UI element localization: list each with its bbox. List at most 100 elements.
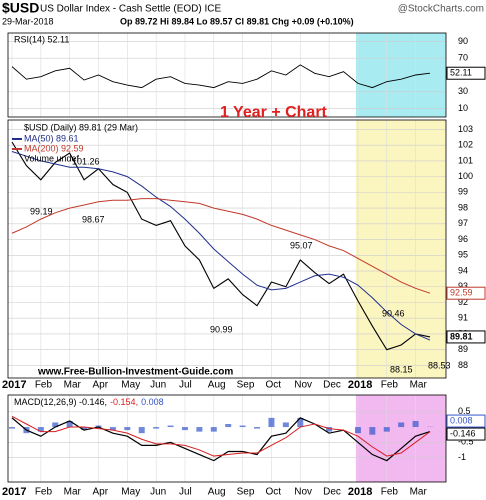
histogram-bar (282, 422, 289, 428)
y-tick-label: 103 (458, 124, 473, 134)
histogram-bar (254, 427, 261, 429)
x-tick-label: 2017 (2, 486, 26, 498)
source: @StockCharts.com (398, 4, 484, 15)
value-tag-label: 92.59 (450, 288, 473, 298)
legend-label: MA(50) 89.61 (24, 133, 79, 143)
histogram-bar (95, 425, 102, 428)
x-tick-label: May (121, 380, 140, 391)
x-tick-label: 2018 (348, 379, 372, 391)
value-tag (446, 286, 486, 300)
histogram-bar (81, 427, 88, 431)
price-legend: $USD (Daily) 89.81 (29 Mar) (24, 122, 138, 132)
watermark: www.Free-Bullion-Investment-Guide.com (37, 367, 233, 378)
note: 1 Year + Chart (220, 104, 328, 121)
y-tick-label: 93 (458, 281, 468, 291)
x-tick-label: 2018 (348, 486, 372, 498)
x-tick-label: Mar (64, 380, 82, 391)
histogram-bar (297, 417, 304, 428)
x-tick-label: Nov (294, 487, 312, 498)
histogram-bar (354, 427, 361, 434)
histogram-bar (124, 427, 131, 431)
value-tag-label: 52.11 (450, 68, 472, 78)
histogram-bar (109, 427, 116, 431)
y-tick-label: 90 (458, 36, 468, 46)
histogram-bar (167, 425, 174, 428)
macd-legend-part: MACD(12,26,9) -0.146, (14, 397, 107, 407)
x-tick-label: Apr (92, 380, 108, 391)
series-line (11, 64, 431, 89)
y-tick-label: 91 (458, 313, 468, 323)
x-tick-label: Feb (35, 380, 53, 391)
annotation: 101.26 (72, 156, 100, 166)
panel-frame (7, 119, 447, 379)
x-tick-label: Nov (294, 380, 312, 391)
x-tick-label: Aug (208, 380, 226, 391)
histogram-bar (196, 427, 203, 432)
x-tick-label: 2017 (2, 379, 26, 391)
value-tag (446, 330, 486, 344)
rsi-legend: RSI(14) 52.11 (14, 34, 69, 44)
y-tick-label: 88 (458, 360, 468, 370)
highlight (355, 120, 446, 378)
value-tag-label: 89.81 (450, 331, 473, 341)
histogram-bar (268, 417, 275, 428)
histogram-bar (210, 427, 217, 432)
y-tick-label: 10 (458, 103, 468, 113)
x-tick-label: Feb (381, 487, 399, 498)
annotation: 99.19 (30, 206, 53, 216)
y-tick-label: 92 (458, 297, 468, 307)
macd-legend-part: 0.008 (141, 397, 164, 407)
x-tick-label: Mar (410, 487, 428, 498)
date: 29-Mar-2018 (2, 16, 54, 26)
x-tick-label: Dec (323, 380, 341, 391)
histogram-bar (383, 427, 390, 432)
y-tick-label: 97 (458, 218, 468, 228)
highlight (355, 33, 446, 117)
x-tick-label: Jun (150, 487, 166, 498)
y-tick-label: 95 (458, 250, 468, 260)
histogram-bar (37, 427, 44, 432)
y-tick-label: 94 (458, 265, 468, 275)
y-tick-label: 102 (458, 140, 473, 150)
value-tag (446, 427, 486, 441)
series-line (11, 417, 431, 462)
series-line (11, 415, 431, 457)
x-tick-label: Jul (179, 380, 192, 391)
x-tick-label: Jul (179, 487, 192, 498)
annotation: 90.99 (210, 324, 233, 334)
y-tick-label: 100 (458, 171, 473, 181)
value-tag-label: 0.008 (450, 415, 473, 425)
x-tick-label: Oct (265, 380, 281, 391)
x-tick-label: Apr (92, 487, 108, 498)
y-tick-label: 99 (458, 187, 468, 197)
annotation: 98.67 (82, 214, 105, 224)
y-tick-label: 98 (458, 202, 468, 212)
y-tick-label: 30 (458, 86, 468, 96)
x-tick-label: Dec (323, 487, 341, 498)
histogram-bar (398, 422, 405, 428)
histogram-bar (369, 427, 376, 435)
histogram-bar (52, 422, 59, 428)
x-tick-label: Feb (35, 487, 53, 498)
macd-legend: MACD(12,26,9) -0.146, -0.154, 0.008 (14, 397, 164, 407)
y-tick-label: -0.5 (458, 437, 474, 447)
y-tick-label: -1 (458, 452, 466, 462)
x-tick-label: May (121, 487, 140, 498)
histogram-bar (326, 427, 333, 432)
histogram-bar (412, 420, 419, 428)
series-line (11, 150, 431, 341)
value-tag (446, 414, 486, 428)
histogram-bar (66, 420, 73, 428)
x-tick-label: Sep (237, 487, 255, 498)
histogram-bar (138, 427, 145, 434)
x-tick-label: Mar (64, 487, 82, 498)
histogram-bar (225, 424, 232, 428)
annotation: 88.15 (390, 364, 413, 374)
quote: Op 89.72 Hi 89.84 Lo 89.57 Cl 89.81 Chg … (120, 16, 354, 26)
annotation: 90.46 (382, 308, 405, 318)
y-tick-label: 101 (458, 155, 473, 165)
instrument-name: US Dollar Index - Cash Settle (EOD) ICE (40, 4, 221, 15)
x-tick-label: Feb (381, 380, 399, 391)
histogram-bar (153, 427, 160, 429)
